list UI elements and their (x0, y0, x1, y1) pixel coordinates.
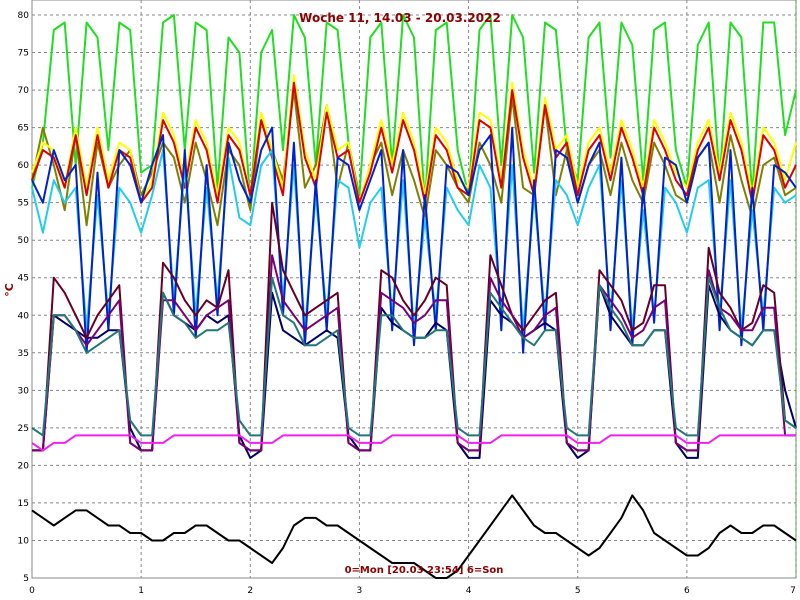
x-tick-label: 2 (247, 586, 253, 596)
y-tick-label: 40 (18, 311, 30, 321)
y-tick-label: 45 (18, 274, 29, 284)
y-tick-label: 15 (18, 499, 29, 509)
series-line-6 (31, 126, 797, 354)
x-tick-label: 0 (29, 586, 35, 596)
y-tick-label: 75 (18, 49, 29, 59)
y-axis-label: °C (3, 283, 16, 297)
x-tick-label: 6 (684, 586, 690, 596)
y-tick-label: 20 (18, 461, 30, 471)
x-tick-label: 3 (357, 586, 363, 596)
y-tick-label: 5 (23, 574, 29, 584)
x-tick-label: 7 (790, 586, 796, 596)
y-tick-label: 25 (18, 424, 29, 434)
y-tick-label: 65 (18, 124, 29, 134)
series-lines (31, 14, 797, 579)
y-tick-label: 55 (18, 199, 29, 209)
y-tick-label: 60 (18, 161, 30, 171)
y-tick-label: 10 (18, 536, 30, 546)
y-tick-label: 70 (18, 86, 30, 96)
x-tick-label: 4 (466, 586, 472, 596)
series-line-3 (31, 74, 797, 204)
series-line-12 (31, 494, 797, 579)
series-line-1 (31, 14, 797, 204)
y-tick-label: 30 (18, 386, 30, 396)
series-line-10 (31, 276, 797, 437)
x-tick-label: 5 (575, 586, 581, 596)
y-tick-label: 35 (18, 349, 29, 359)
chart-title: Woche 11, 14.03 - 20.03.2022 (299, 11, 501, 25)
y-tick-label: 80 (18, 11, 30, 21)
plot-frame (31, 0, 797, 579)
y-tick-label: 50 (18, 236, 30, 246)
series-line-2 (31, 89, 797, 227)
time-range-label: 0=Mon [20.03 23:54] 6=Son (345, 565, 504, 576)
series-line-11 (31, 434, 796, 452)
x-tick-label: 1 (138, 586, 144, 596)
